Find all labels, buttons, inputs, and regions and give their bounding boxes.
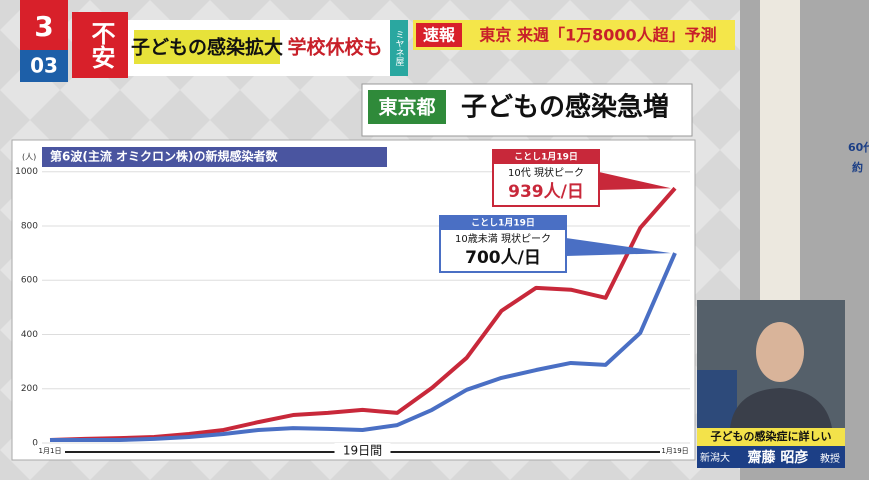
- flash-box: [413, 20, 735, 50]
- chart-title: 第6波(主流 オミクロン株)の新規感染者数: [50, 149, 278, 164]
- callout-pointer: [599, 172, 671, 190]
- callout-pointer: [566, 238, 671, 256]
- span-label: 19日間: [343, 444, 382, 458]
- series-line: [50, 252, 677, 443]
- chart-title-box: [42, 147, 387, 167]
- callout-label: 10歳未満 現状ピーク: [455, 232, 551, 245]
- banner-subtopic: 学校休校も: [287, 36, 382, 59]
- channel-number: 3: [34, 10, 53, 43]
- callout-date: ことし1月19日: [471, 218, 535, 229]
- guest-title: 教授: [820, 452, 840, 465]
- x-tick-label: 1月1日: [39, 447, 62, 455]
- flash-text: 東京 来週「1万8000人超」予測: [479, 26, 716, 45]
- callout-date-box: [493, 150, 599, 164]
- time-badge: [20, 50, 68, 82]
- time: 03: [30, 54, 58, 78]
- caption-region-box: [368, 90, 446, 124]
- y-tick-label: 200: [21, 384, 38, 394]
- caption-headline: 子どもの感染急増: [461, 93, 669, 123]
- banner-topic-box: [134, 30, 280, 64]
- banner-tag: 不安: [87, 21, 115, 69]
- y-tick-label: 1000: [15, 167, 38, 177]
- flash-tag-box: [416, 23, 462, 47]
- guest-name-box: [697, 446, 845, 468]
- edge-text: 約: [852, 160, 863, 174]
- value-label: 939人/日: [508, 182, 584, 202]
- y-tick-label: 600: [21, 276, 38, 286]
- guest-suit: [730, 388, 832, 428]
- flash-tag: 速報: [423, 26, 456, 45]
- callout-date: ことし1月19日: [514, 152, 578, 163]
- channel-badge: [20, 0, 68, 50]
- y-tick-label: 800: [21, 221, 38, 231]
- y-unit: (人): [22, 153, 36, 162]
- show-strip: [390, 20, 408, 76]
- banner-topic: 子どもの感染拡大: [131, 36, 283, 59]
- y-tick-label: 400: [21, 330, 38, 340]
- span-bg: [334, 443, 391, 459]
- studio-pillar: [760, 0, 800, 300]
- guest-desc-box: [697, 428, 845, 446]
- guest-description: 子どもの感染症に詳しい: [711, 429, 832, 443]
- callout-date-box: [440, 216, 566, 230]
- edge-text: 60代: [848, 140, 869, 154]
- value-label: 700人/日: [465, 248, 541, 268]
- y-tick-label: 0: [32, 439, 38, 449]
- guest-affiliation: 新潟大: [700, 451, 730, 464]
- banner-tag-box: [72, 12, 128, 78]
- guest-face: [756, 322, 804, 382]
- x-label-bg: [35, 445, 65, 457]
- x-tick-label: 1月19日: [661, 447, 688, 455]
- caption-region: 東京都: [378, 96, 435, 119]
- guest-name: 齋藤 昭彦: [747, 449, 809, 466]
- callout-label: 10代 現状ピーク: [508, 166, 584, 179]
- plot: 0 200 400 600 800 1000 1月1日 1月19日 19日間 ことし1月19日 10…: [15, 149, 690, 459]
- x-label-bg: [660, 445, 690, 457]
- show-name: ミヤネ屋: [394, 30, 405, 67]
- bookshelf: [697, 370, 737, 428]
